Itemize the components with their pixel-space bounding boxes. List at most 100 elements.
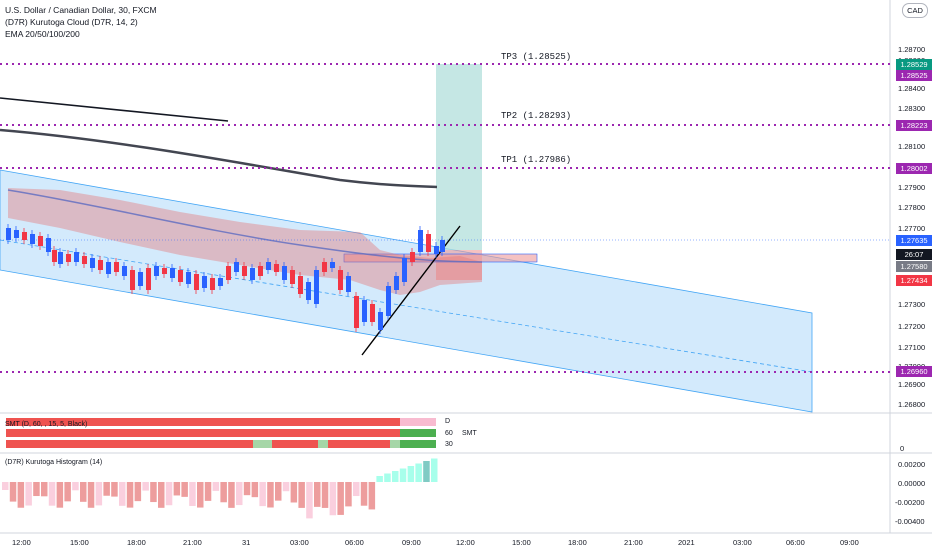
indicator-ema-label[interactable]: EMA 20/50/100/200 (5, 29, 80, 39)
histogram-bar (56, 482, 64, 508)
smt-title[interactable]: SMT (D, 60, , 15, 5, Black) (5, 421, 88, 428)
histogram-bar (64, 482, 71, 502)
tp1-label: TP1 (1.27986) (501, 155, 572, 165)
histogram-title[interactable]: (D7R) Kurutoga Histogram (14) (5, 459, 103, 466)
time-tick: 21:00 (624, 538, 643, 547)
histogram-bar (321, 482, 329, 508)
symbol-title: U.S. Dollar / Canadian Dollar, 30, FXCM (5, 5, 157, 15)
time-tick: 12:00 (12, 538, 31, 547)
histogram-bar (95, 482, 103, 506)
smt-bar-segment (390, 440, 400, 448)
candle-body (6, 228, 11, 240)
histogram-bar (142, 482, 149, 491)
histogram-bar (158, 482, 165, 508)
candle-body (434, 246, 439, 254)
smt-bar-segment (328, 440, 390, 448)
candle-body (202, 276, 207, 288)
smt-bar-segment (318, 440, 328, 448)
histogram-bar (376, 476, 383, 482)
histogram-bar (197, 482, 204, 508)
regression-channel[interactable] (0, 169, 813, 413)
candle-body (98, 260, 103, 270)
candle-body (298, 276, 303, 294)
time-tick: 21:00 (183, 538, 202, 547)
candle-body (426, 234, 431, 252)
histogram-bar (392, 471, 399, 482)
smt-bar-segment (400, 440, 436, 448)
ema-200-line (0, 97, 229, 122)
price-tag: 1.28525 (896, 70, 932, 81)
price-tick: 1.27300 (898, 300, 926, 309)
smt-side-label: SMT (462, 430, 477, 437)
candle-body (378, 312, 383, 330)
candle-body (90, 258, 95, 268)
histogram-bar (204, 482, 212, 501)
indicator-cloud-label[interactable]: (D7R) Kurutoga Cloud (D7R, 14, 2) (5, 17, 138, 27)
candle-body (250, 268, 255, 280)
histogram-bar (399, 468, 407, 482)
candle-body (218, 278, 223, 286)
price-tick: 1.27900 (898, 183, 926, 192)
entry-zone[interactable] (343, 253, 538, 263)
histogram-bar (25, 482, 32, 506)
candle-body (266, 262, 271, 270)
candle-body (226, 266, 231, 280)
price-tick: 1.27200 (898, 322, 926, 331)
smt-bar-segment (253, 440, 272, 448)
candle-body (38, 236, 43, 246)
histogram-bar (220, 482, 227, 503)
candle-body (106, 262, 111, 274)
tp2-label: TP2 (1.28293) (501, 111, 572, 121)
smt-bar-segment (272, 440, 318, 448)
histogram-bar (111, 482, 118, 497)
candle-body (306, 282, 311, 300)
histogram-bar (48, 482, 56, 506)
time-tick: 03:00 (290, 538, 309, 547)
target-zone[interactable] (436, 64, 482, 250)
histogram-bar (353, 482, 360, 497)
histogram-bar (329, 482, 337, 516)
ema-20-line (7, 189, 483, 263)
price-tick: 1.27800 (898, 203, 926, 212)
kurutoga-cloud (8, 188, 482, 295)
time-tick: 06:00 (345, 538, 364, 547)
candle-body (338, 270, 343, 290)
candle-body (122, 266, 127, 276)
candle-body (30, 234, 35, 244)
candle-body (162, 268, 167, 274)
histogram-bar (243, 482, 251, 496)
price-tick: 1.28700 (898, 45, 926, 54)
smt-row-label-30: 30 (445, 441, 453, 448)
price-tag: 1.28002 (896, 163, 932, 174)
time-tick: 18:00 (127, 538, 146, 547)
candle-body (370, 304, 375, 322)
candle-body (146, 268, 151, 290)
currency-button[interactable]: CAD (902, 3, 928, 18)
candle-body (394, 276, 399, 290)
price-tag: 1.26960 (896, 366, 932, 377)
price-tag: 1.28223 (896, 120, 932, 131)
histogram-bar (17, 482, 25, 508)
histogram-bar (2, 482, 9, 490)
candle-body (362, 300, 367, 322)
histogram-bar (33, 482, 40, 497)
histogram-bar (150, 482, 157, 503)
histogram-bar (228, 482, 235, 508)
candle-body (114, 262, 119, 272)
histogram-bar (259, 482, 266, 507)
candle-body (258, 266, 263, 276)
hist-tick-3: -0.00200 (895, 498, 925, 507)
histogram-bar (275, 482, 282, 501)
histogram-bar (103, 482, 110, 496)
histogram-bar (337, 482, 344, 515)
histogram-bar (345, 482, 352, 507)
price-tag: 1.27635 (896, 235, 932, 246)
candle-body (322, 262, 327, 272)
histogram-bar (134, 482, 142, 502)
smt-bars (6, 418, 436, 448)
price-tag: 1.27580 (896, 261, 932, 272)
candle-body (354, 296, 359, 328)
candle-body (346, 276, 351, 292)
time-tick: 12:00 (456, 538, 475, 547)
